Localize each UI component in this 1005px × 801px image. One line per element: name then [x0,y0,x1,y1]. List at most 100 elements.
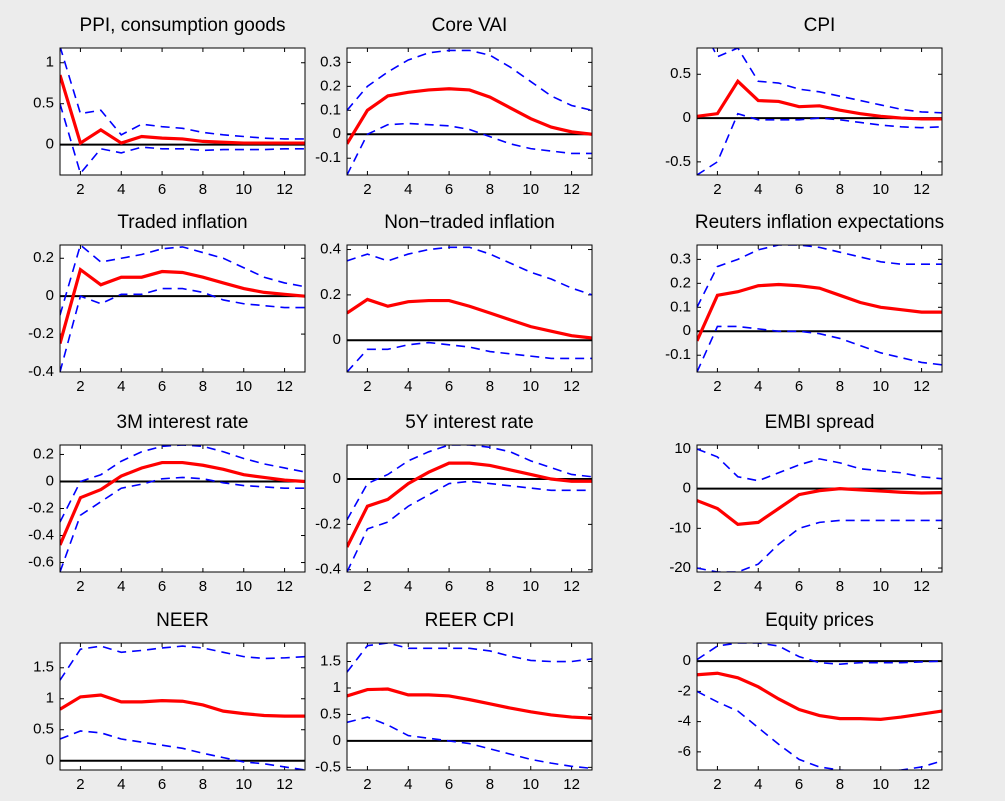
x-tick-label: 4 [754,181,762,198]
panel-title: NEER [156,610,209,631]
panel: Traded inflation -0.4 -0.2 0 0.2 2 4 6 8 10 12 [28,212,306,395]
x-tick-label: 6 [158,378,166,395]
response-line [347,87,592,145]
response-line [347,461,592,548]
y-tick-label: -20 [669,559,691,576]
plot-frame [346,642,593,771]
x-tick-label: 12 [913,578,930,595]
x-tick-label: 12 [913,181,930,198]
y-tick-label: 0.5 [320,705,341,722]
plot-frame [696,642,943,771]
x-tick-label: 10 [235,181,252,198]
x-tick-label: 8 [836,578,844,595]
band-line [60,730,305,770]
x-tick-label: 2 [76,578,84,595]
y-tick-label: 0.3 [670,250,691,267]
panel-title: PPI, consumption goods [80,15,286,36]
y-tick-label: 0 [683,652,691,669]
x-tick-label: 10 [522,378,539,395]
plot-area [697,245,942,372]
band-line [60,476,305,572]
response-line [347,687,592,720]
band-line [347,716,592,770]
panel-title: REER CPI [425,610,515,631]
y-tick-label: 1 [333,679,341,696]
band-line [347,49,592,112]
y-tick-label: 0 [683,109,691,126]
band-line [60,103,305,175]
x-tick-label: 2 [713,181,721,198]
panel-title: EMBI spread [765,412,875,433]
band-line [347,246,592,296]
y-tick-label: 0.2 [670,274,691,291]
response-line [697,487,942,527]
x-tick-label: 10 [235,578,252,595]
x-tick-label: 6 [795,776,803,793]
x-tick-label: 4 [117,578,125,595]
x-tick-label: 8 [199,776,207,793]
y-tick-label: 0 [683,480,691,497]
y-tick-label: -0.6 [28,554,54,571]
response-line [697,78,942,121]
y-tick-label: 1.5 [33,659,54,676]
plot-area [60,245,305,372]
y-tick-label: 0 [46,136,54,153]
band-line [347,480,592,572]
x-tick-label: 12 [276,181,293,198]
x-tick-label: 8 [199,181,207,198]
x-tick-label: 6 [445,378,453,395]
plot-frame [59,244,306,373]
panel: CPI -0.5 0 0.5 2 4 6 8 10 12 [665,15,943,198]
x-tick-label: 10 [872,181,889,198]
x-tick-label: 10 [235,378,252,395]
x-tick-label: 8 [836,776,844,793]
band-line [697,519,942,572]
x-tick-label: 6 [795,578,803,595]
x-tick-label: 4 [404,578,412,595]
x-tick-label: 2 [713,378,721,395]
y-tick-label: -0.2 [315,515,341,532]
y-tick-label: -0.4 [28,363,54,380]
plot-area [347,48,592,175]
y-tick-label: -0.2 [28,325,54,342]
y-tick-label: -0.4 [28,526,54,543]
band-line [60,287,305,372]
plot-frame [59,444,306,573]
panel-title: Reuters inflation expectations [695,212,944,233]
y-tick-label: 0.4 [320,241,341,258]
x-tick-label: 4 [754,776,762,793]
x-tick-label: 12 [563,578,580,595]
plot-area [697,643,942,770]
y-tick-label: 0.2 [33,249,54,266]
x-tick-label: 4 [117,776,125,793]
y-tick-label: 0 [333,331,341,348]
response-line [60,460,305,546]
x-tick-label: 4 [117,378,125,395]
y-tick-label: -2 [678,682,691,699]
x-tick-label: 8 [199,378,207,395]
plot-area [697,445,942,572]
x-tick-label: 2 [363,378,371,395]
panel-title: Traded inflation [117,212,247,233]
y-tick-label: 0.1 [670,298,691,315]
x-tick-label: 6 [795,181,803,198]
y-tick-label: 0 [333,470,341,487]
response-line [60,693,305,718]
plot-area [347,245,592,372]
plot-frame [346,444,593,573]
band-line [60,245,305,316]
response-line [697,282,942,342]
plot-area [347,445,592,572]
y-tick-label: 1 [46,690,54,707]
x-tick-label: 12 [913,776,930,793]
x-tick-label: 2 [76,776,84,793]
band-line [347,643,592,673]
response-line [60,266,305,344]
x-tick-label: 8 [836,378,844,395]
x-tick-label: 12 [276,378,293,395]
band-line [697,448,942,482]
x-tick-label: 4 [117,181,125,198]
y-tick-label: 0.5 [33,721,54,738]
